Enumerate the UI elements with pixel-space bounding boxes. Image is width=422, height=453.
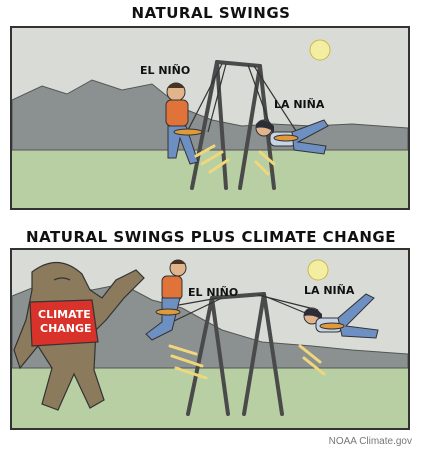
sun-icon — [309, 39, 331, 61]
swing-chain — [171, 297, 223, 323]
la-nina-child — [303, 293, 379, 339]
motion-lines — [194, 144, 276, 176]
monster-shirt — [29, 299, 99, 347]
swing-top-bar — [215, 60, 262, 68]
motion-line — [174, 366, 208, 380]
swing-frame-leg — [186, 296, 214, 416]
child-hair — [256, 120, 274, 132]
la-nina-child — [255, 119, 329, 155]
label-la-nina: LA NIÑA — [274, 98, 325, 111]
label-climate-change-line1: CLIMATE — [38, 308, 91, 321]
panel-title-natural-swings-plus-climate-change: NATURAL SWINGS PLUS CLIMATE CHANGE — [26, 228, 396, 246]
swing-frame-leg — [215, 60, 228, 190]
label-climate-change-line2: CHANGE — [40, 322, 92, 335]
child-jeans — [291, 119, 329, 155]
monster-face — [53, 277, 71, 281]
motion-line — [258, 150, 276, 166]
label-la-nina: LA NIÑA — [304, 284, 355, 297]
child-shirt — [165, 99, 189, 127]
motion-line — [194, 144, 216, 158]
motion-line — [208, 158, 230, 174]
climate-change-monster: CLIMATE CHANGE — [13, 261, 145, 411]
motion-line — [200, 150, 224, 166]
child-hair — [170, 260, 186, 264]
swing-frame-leg — [238, 64, 262, 190]
el-nino-child — [165, 82, 203, 165]
image-credit: NOAA Climate.gov — [328, 436, 412, 447]
swing-set — [186, 292, 284, 416]
label-el-nino: EL NIÑO — [140, 64, 190, 77]
swing-seat — [273, 134, 299, 142]
swing-chain — [207, 63, 227, 133]
child-hair — [304, 308, 322, 320]
motion-line — [254, 160, 270, 176]
swing-seat — [155, 308, 181, 316]
panel-title-natural-swings: NATURAL SWINGS — [131, 4, 291, 22]
swing-chain — [253, 65, 299, 135]
swing-frame-leg — [262, 292, 284, 416]
swing-frame-leg — [242, 292, 266, 416]
swing-chain — [187, 63, 223, 131]
motion-line — [298, 344, 322, 364]
comic-panel-climate-change: CLIMATE CHANGE — [10, 248, 410, 430]
panel-illustration-bottom: CLIMATE CHANGE — [12, 250, 408, 428]
sun-icon — [307, 259, 329, 281]
motion-line — [170, 354, 204, 368]
child-jeans — [145, 297, 181, 341]
child-hair — [167, 83, 185, 88]
panel-illustration-top: EL NIÑO LA NIÑA — [12, 28, 408, 208]
child-shirt — [161, 275, 183, 301]
comic-panel-natural-swings: EL NIÑO LA NIÑA — [10, 26, 410, 210]
motion-lines — [168, 344, 326, 380]
swing-frame-leg — [210, 296, 230, 416]
swing-seat — [173, 128, 203, 136]
motion-line — [168, 344, 198, 356]
el-nino-child — [145, 259, 187, 341]
child-jeans — [337, 293, 379, 339]
label-el-nino: EL NIÑO — [188, 286, 238, 299]
swing-seat — [319, 322, 345, 330]
motion-line — [302, 356, 326, 376]
swing-top-bar — [210, 292, 266, 300]
mountain-range — [12, 79, 408, 159]
